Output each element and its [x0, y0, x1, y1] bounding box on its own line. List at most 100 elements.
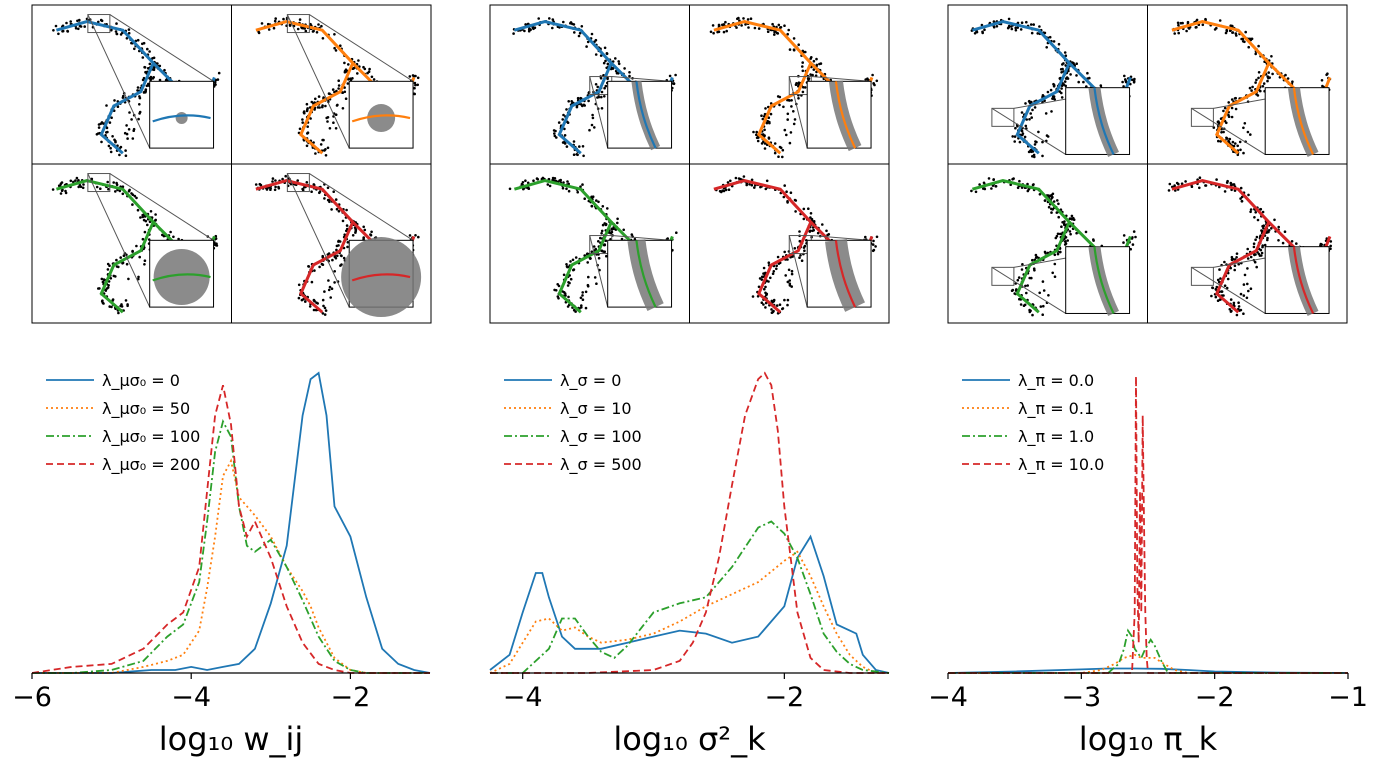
scatter-point	[1237, 262, 1240, 266]
scatter-point	[1242, 283, 1246, 286]
scatter-point	[770, 308, 773, 311]
scatter-point	[112, 181, 115, 184]
scatter-point	[82, 183, 85, 186]
scatter-point	[599, 236, 602, 240]
scatter-point	[327, 92, 331, 95]
scatter-point	[1013, 292, 1016, 295]
scatter-point	[1029, 148, 1033, 152]
scatter-point	[770, 311, 774, 315]
scatter-point	[351, 77, 354, 80]
scatter-point	[318, 265, 321, 269]
scatter-point	[266, 22, 270, 26]
scatter-point	[1061, 221, 1064, 224]
scatter-point	[524, 23, 527, 26]
scatter-point	[1033, 143, 1037, 146]
scatter-point	[169, 230, 172, 234]
scatter-point	[1058, 77, 1062, 80]
scatter-point	[1046, 90, 1050, 94]
scatter-point	[78, 24, 82, 28]
scatter-point	[760, 114, 763, 117]
scatter-point	[580, 25, 584, 28]
scatter-point	[755, 130, 758, 134]
scatter-point	[721, 189, 724, 192]
scatter-point	[312, 308, 316, 312]
scatter-point	[597, 256, 601, 260]
scatter-point	[975, 30, 979, 34]
cell-frame	[231, 163, 432, 324]
scatter-point	[313, 108, 316, 111]
zoom-connector	[109, 173, 214, 241]
scatter-point	[735, 26, 738, 29]
scatter-point	[1036, 32, 1039, 35]
zoom-inset	[286, 14, 414, 149]
scatter-point	[764, 306, 767, 309]
scatter-point	[1216, 120, 1220, 124]
scatter-point	[1020, 129, 1024, 133]
scatter-point	[1329, 247, 1332, 250]
scatter-point	[724, 20, 727, 24]
scatter-point	[1249, 133, 1252, 136]
x-axis-label: log₁₀ w_ij	[159, 720, 304, 758]
scatter-point	[1277, 239, 1280, 242]
scatter-point	[298, 127, 302, 131]
scatter-point	[1048, 35, 1052, 39]
scatter-point	[346, 245, 349, 249]
scatter-point	[584, 306, 588, 310]
scatter-point	[124, 149, 127, 152]
scatter-point	[282, 17, 285, 21]
scatter-point	[537, 17, 540, 20]
scatter-point	[1020, 186, 1024, 189]
scatter-point	[726, 181, 730, 184]
scatter-point	[563, 142, 567, 145]
scatter-point	[871, 243, 875, 246]
scatter-point	[797, 43, 800, 46]
scatter-point	[64, 191, 68, 195]
scatter-point	[757, 285, 761, 289]
scatter-point	[113, 99, 116, 102]
scatter-point	[527, 186, 530, 190]
scatter-point	[557, 121, 561, 124]
scatter-point	[100, 140, 103, 144]
panel-cell	[231, 4, 432, 165]
scatter-point	[606, 62, 610, 66]
scatter-point	[1252, 242, 1256, 245]
scatter-point	[1052, 40, 1056, 43]
scatter-point	[551, 178, 554, 182]
scatter-point	[600, 232, 603, 235]
scatter-point	[343, 70, 347, 74]
scatter-point	[308, 305, 312, 308]
curve-main	[713, 179, 813, 314]
scatter-point	[333, 90, 336, 94]
scatter-point	[628, 71, 631, 74]
zoom-source-box	[991, 266, 1015, 286]
scatter-point	[801, 61, 804, 64]
zoom-connector	[286, 173, 350, 308]
legend-label: λ_σ = 0	[560, 371, 621, 391]
scatter-point	[1320, 79, 1324, 82]
scatter-point	[872, 248, 876, 252]
series-line-2	[489, 550, 889, 674]
scatter-point	[794, 210, 797, 213]
scatter-point	[760, 275, 764, 279]
scatter-point	[111, 135, 114, 138]
zoom-connector	[991, 107, 1066, 155]
scatter-point	[1042, 304, 1045, 308]
scatter-point	[593, 276, 597, 279]
scatter-point	[617, 62, 621, 66]
scatter-point	[1028, 310, 1032, 314]
scatter-point	[1257, 71, 1261, 74]
scatter-point	[126, 137, 129, 140]
scatter-point	[1011, 135, 1014, 138]
scatter-point	[773, 151, 777, 155]
scatter-point	[775, 31, 779, 35]
scatter-point	[798, 256, 801, 260]
scatter-point	[1224, 31, 1228, 35]
scatter-point	[137, 275, 140, 279]
scatter-point	[310, 190, 313, 193]
scatter-point	[346, 241, 350, 244]
scatter-point	[354, 228, 358, 231]
scatter-point	[335, 104, 339, 107]
scatter-point	[596, 96, 599, 99]
scatter-point	[124, 154, 128, 157]
scatter-point	[1124, 78, 1127, 81]
